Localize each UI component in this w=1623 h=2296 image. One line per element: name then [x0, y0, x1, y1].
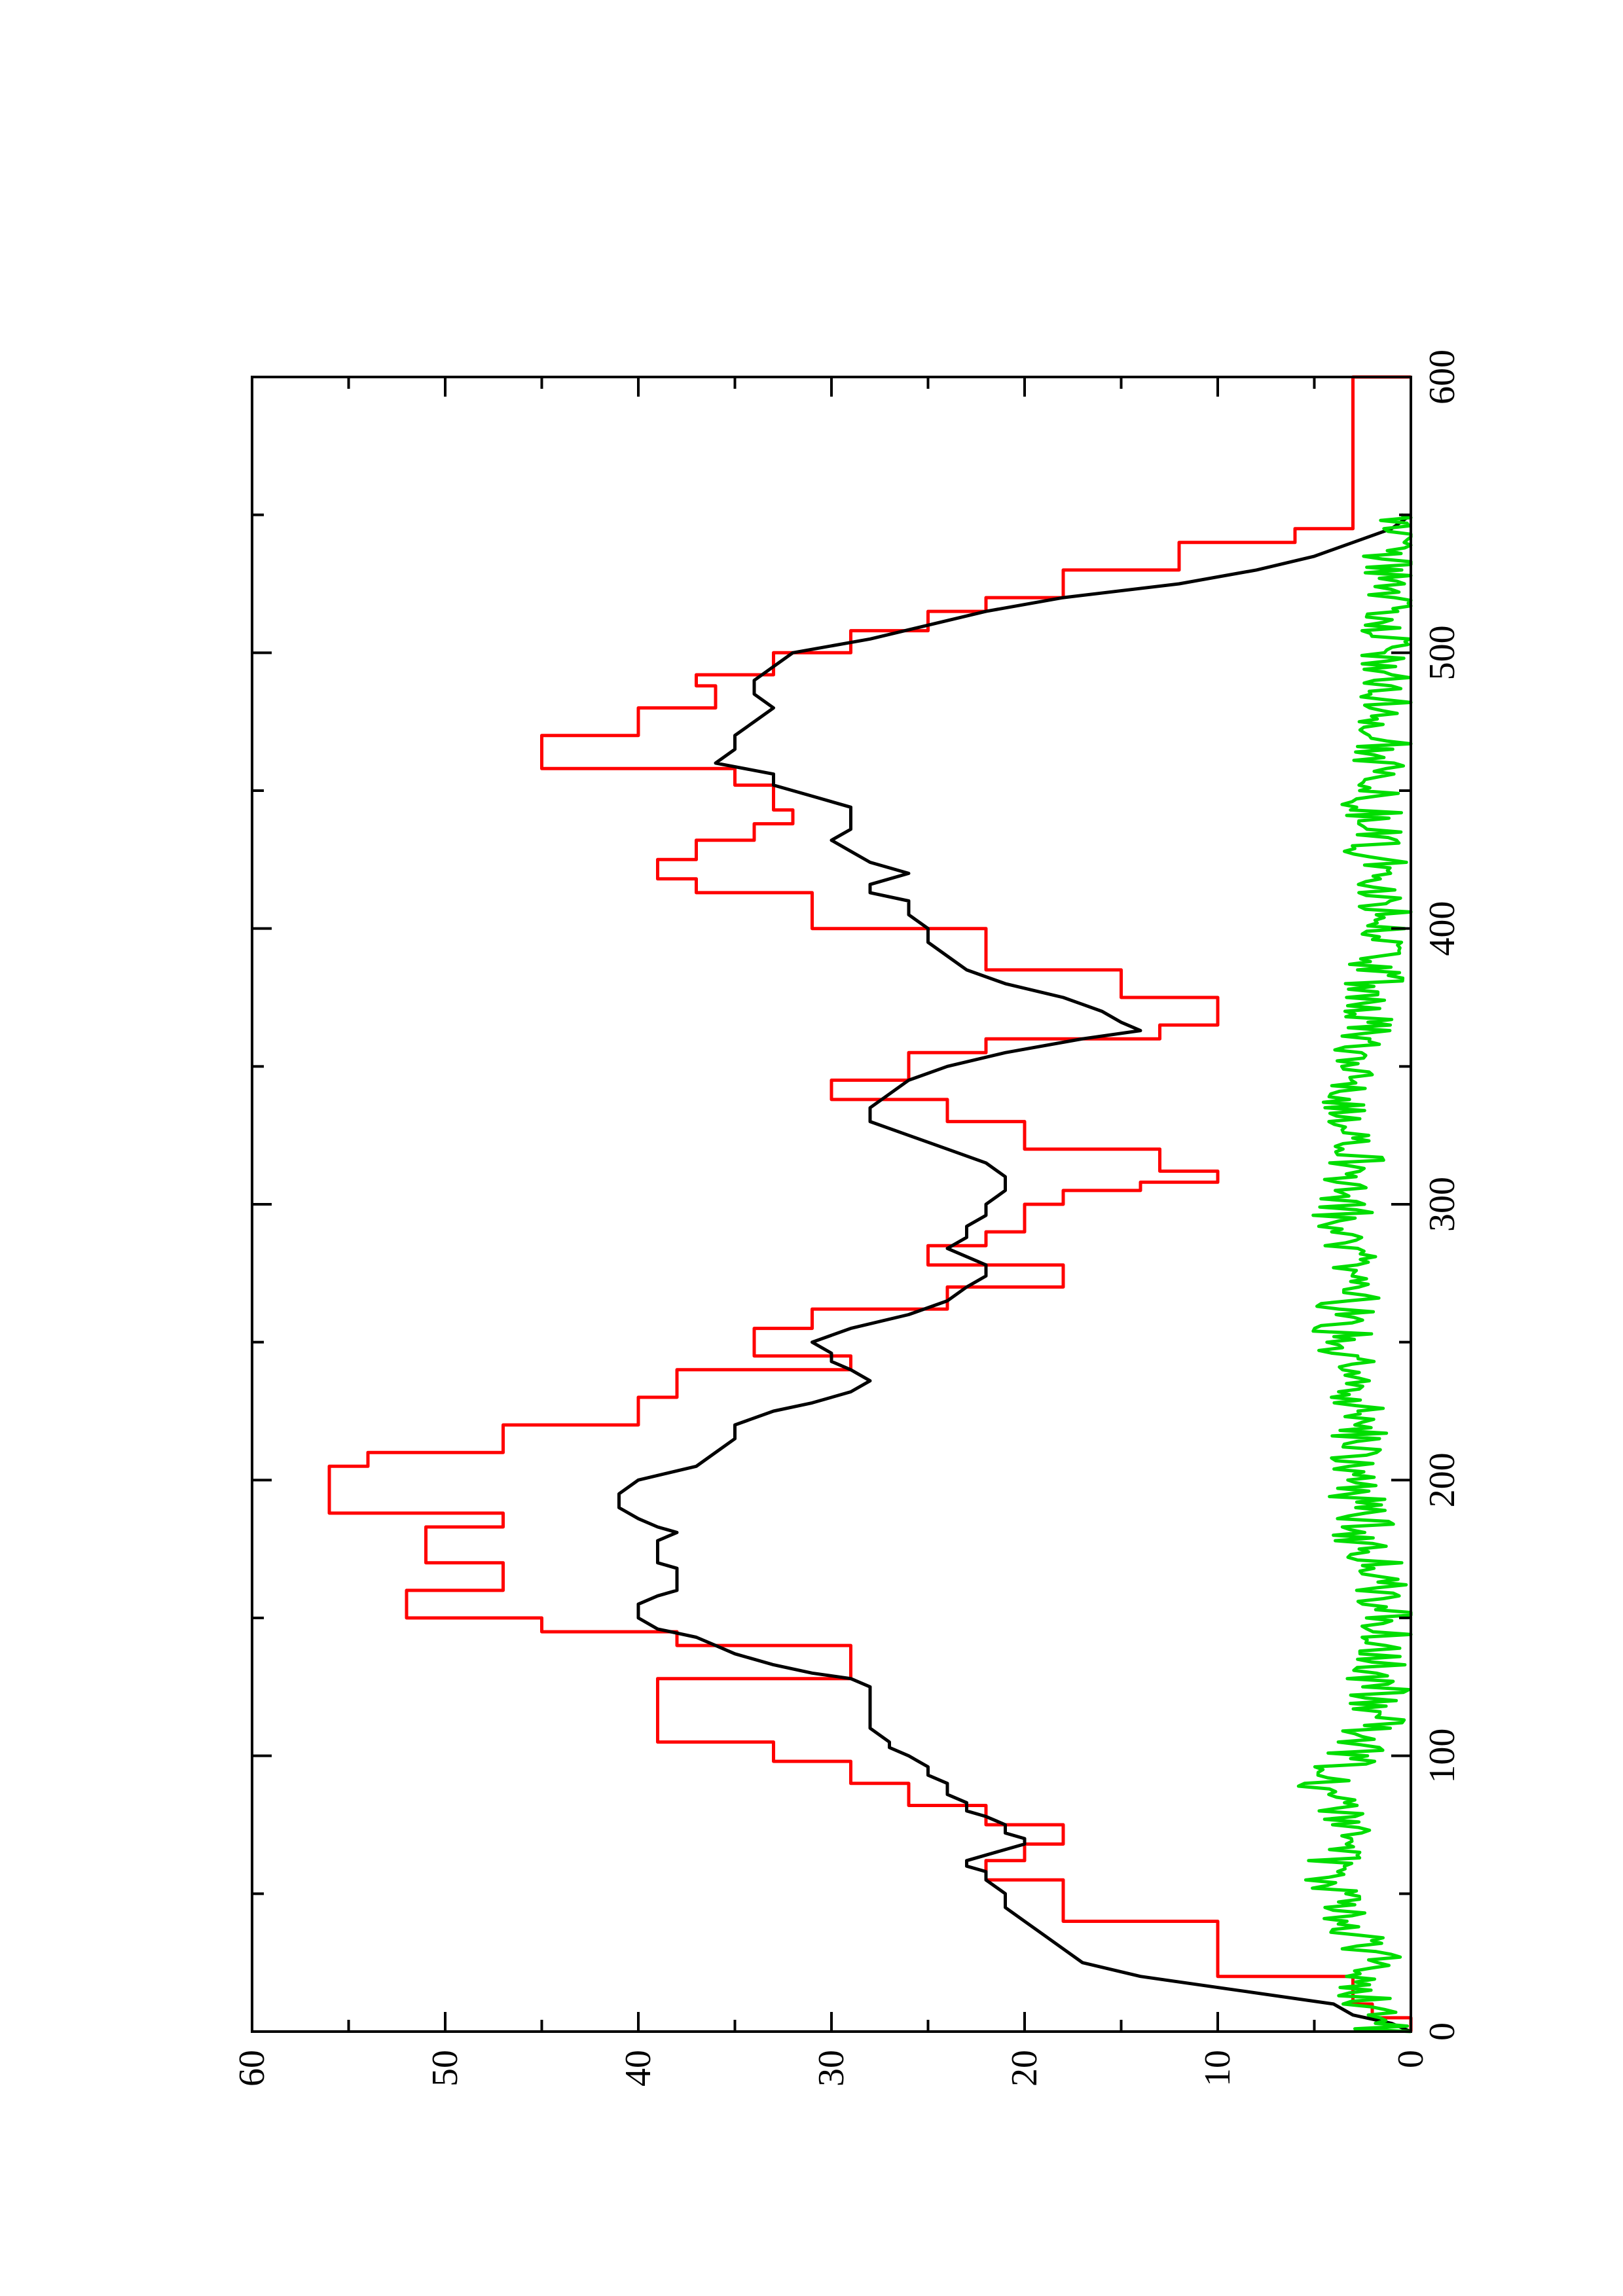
series-layer — [327, 375, 1413, 2034]
y-tick-label: 30 — [811, 2050, 852, 2087]
x-tick-label: 400 — [1422, 901, 1463, 956]
y-tick-label: 0 — [1391, 2050, 1431, 2068]
x-tick-label: 100 — [1422, 1729, 1463, 1784]
y-tick-label: 10 — [1197, 2050, 1238, 2087]
x-tick-label: 600 — [1422, 350, 1463, 404]
x-tick-label: 200 — [1422, 1452, 1463, 1507]
y-tick-label: 60 — [232, 2050, 272, 2087]
y-tick-label: 50 — [425, 2050, 465, 2087]
axis-layer: 0 100 200 300 400 500 600 0 10 20 30 40 50 60 — [232, 350, 1463, 2087]
y-tick-label: 40 — [618, 2050, 659, 2087]
x-tick-label: 0 — [1422, 2022, 1463, 2041]
series-line-3 — [1296, 513, 1413, 2034]
x-tick-label: 300 — [1422, 1177, 1463, 1232]
series-line-1 — [327, 375, 1413, 2032]
y-tick-label: 20 — [1004, 2050, 1045, 2087]
x-tick-label: 500 — [1422, 625, 1463, 680]
series-line-2 — [617, 513, 1412, 2034]
